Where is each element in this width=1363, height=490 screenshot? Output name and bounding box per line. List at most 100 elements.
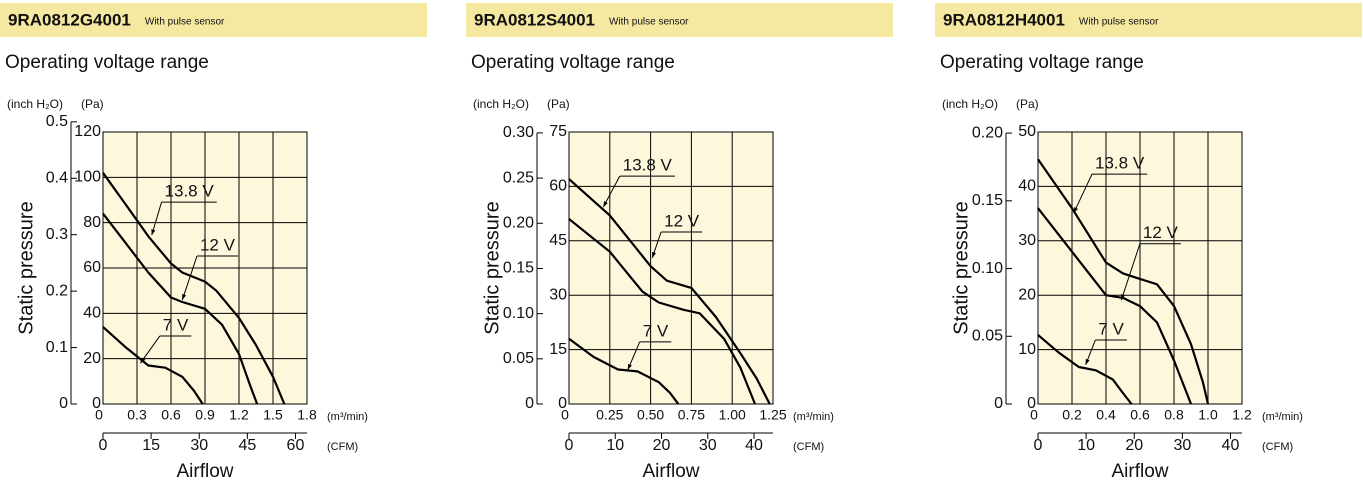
curve <box>102 326 204 405</box>
y-tick-label: 40 <box>83 305 101 322</box>
curve <box>1037 334 1133 405</box>
curve-label: 7 V <box>643 321 669 340</box>
y-tick-label: 0 <box>1027 395 1036 412</box>
y2-tick-label: 0.4 <box>46 169 68 186</box>
y2-tick-label: 0.10 <box>972 260 1003 277</box>
chart-panel: 9RA0812H4001 With pulse sensor Operating v… <box>935 3 1362 482</box>
x2-tick-label: 0 <box>565 437 574 454</box>
curve <box>102 212 259 405</box>
x-tick-label: 0.6 <box>1130 407 1150 423</box>
label-leader <box>181 255 198 301</box>
x-tick-label: 0.8 <box>1164 407 1184 423</box>
y2-tick-label: 0.1 <box>46 339 68 356</box>
y-axis-title: Static pressure <box>950 201 972 334</box>
x2-unit: (CFM) <box>1262 441 1293 453</box>
y-unit: (Pa) <box>81 97 104 111</box>
y-tick-label: 60 <box>549 178 567 195</box>
y2-tick-label: 0.05 <box>972 327 1003 344</box>
curve <box>1037 158 1210 405</box>
label-arrow <box>182 293 187 300</box>
y-tick-label: 10 <box>1018 341 1036 358</box>
label-arrow <box>140 357 146 364</box>
y-tick-label: 0 <box>92 395 101 412</box>
section-heading: Operating voltage range <box>471 52 675 73</box>
plot-area <box>568 131 774 405</box>
x-tick-label: 1.0 <box>1198 407 1218 423</box>
x-tick-label: 1.25 <box>759 407 786 423</box>
x2-tick-label: 30 <box>699 437 717 454</box>
y-axis-title: Static pressure <box>481 201 503 334</box>
curve <box>568 178 771 405</box>
x2-tick-label: 0 <box>99 437 108 454</box>
header-bar <box>466 3 893 37</box>
chart-title: 9RA0812H4001 <box>943 10 1065 29</box>
y2-tick-label: 0.15 <box>972 192 1003 209</box>
label-arrow <box>1121 294 1126 301</box>
x2-tick-label: 60 <box>287 437 305 454</box>
y2-tick-label: 0 <box>525 395 534 412</box>
y2-tick-label: 0.20 <box>503 214 534 231</box>
x2-tick-label: 40 <box>1222 437 1240 454</box>
chart-subtitle: With pulse sensor <box>145 17 225 28</box>
y-tick-label: 50 <box>1018 123 1036 140</box>
y-tick-label: 30 <box>1018 232 1036 249</box>
x2-tick-label: 20 <box>1125 437 1143 454</box>
chart-panel: 9RA0812S4001 With pulse sensor Operating v… <box>466 3 893 482</box>
curve <box>568 218 757 405</box>
curve-label: 12 V <box>1143 223 1179 242</box>
label-arrow <box>1085 358 1090 365</box>
y2-unit: (inch H₂O) <box>7 97 63 111</box>
label-arrow <box>603 201 608 208</box>
curve-label: 12 V <box>664 211 700 230</box>
y-axis-title: Static pressure <box>15 201 37 334</box>
x2-tick-label: 40 <box>745 437 763 454</box>
section-heading: Operating voltage range <box>940 52 1144 73</box>
label-arrow <box>652 251 657 258</box>
curve-label: 13.8 V <box>623 156 673 175</box>
x-axis-title: Airflow <box>1111 461 1168 482</box>
chart-title: 9RA0812G4001 <box>8 10 131 29</box>
x-tick-label: 0.6 <box>161 407 181 423</box>
curve-label: 7 V <box>163 316 189 335</box>
y-tick-label: 60 <box>83 259 101 276</box>
y2-tick-label: 0 <box>994 395 1003 412</box>
label-arrow <box>627 363 632 370</box>
header-bar <box>935 3 1362 37</box>
chart-panel: 9RA0812G4001 With pulse sensor Operating v… <box>0 3 427 482</box>
label-leader <box>1073 173 1093 214</box>
x2-tick-label: 0 <box>1034 437 1043 454</box>
x-tick-label: 1.2 <box>1232 407 1252 423</box>
x-tick-label: 1.5 <box>263 407 283 423</box>
curve <box>102 172 286 405</box>
y2-tick-label: 0.05 <box>503 350 534 367</box>
x2-tick-label: 30 <box>1173 437 1191 454</box>
x-tick-label: 1.8 <box>297 407 317 423</box>
x2-unit: (CFM) <box>793 441 824 453</box>
x-tick-label: 0.3 <box>127 407 147 423</box>
x-tick-label: 0.9 <box>195 407 215 423</box>
curve-label: 12 V <box>200 235 236 254</box>
y2-tick-label: 0.30 <box>503 124 534 141</box>
y-tick-label: 45 <box>549 232 567 249</box>
x-unit: (m³/min) <box>1262 411 1303 423</box>
x2-unit: (CFM) <box>327 441 358 453</box>
x-tick-label: 1.2 <box>229 407 249 423</box>
y2-tick-label: 0.20 <box>972 124 1003 141</box>
y-tick-label: 15 <box>549 341 567 358</box>
y-unit: (Pa) <box>1016 97 1039 111</box>
curve-label: 7 V <box>1098 320 1124 339</box>
y-tick-label: 20 <box>83 350 101 367</box>
label-leader <box>1120 243 1141 301</box>
x-tick-label: 0.75 <box>678 407 705 423</box>
y2-tick-label: 0.10 <box>503 305 534 322</box>
x2-tick-label: 30 <box>190 437 208 454</box>
label-leader <box>602 175 621 208</box>
x-unit: (m³/min) <box>793 411 834 423</box>
x2-tick-label: 20 <box>653 437 671 454</box>
y-tick-label: 75 <box>549 123 567 140</box>
chart-subtitle: With pulse sensor <box>609 17 689 28</box>
x-tick-label: 0 <box>561 407 569 423</box>
x-tick-label: 1.00 <box>719 407 746 423</box>
y-tick-label: 0 <box>558 395 567 412</box>
